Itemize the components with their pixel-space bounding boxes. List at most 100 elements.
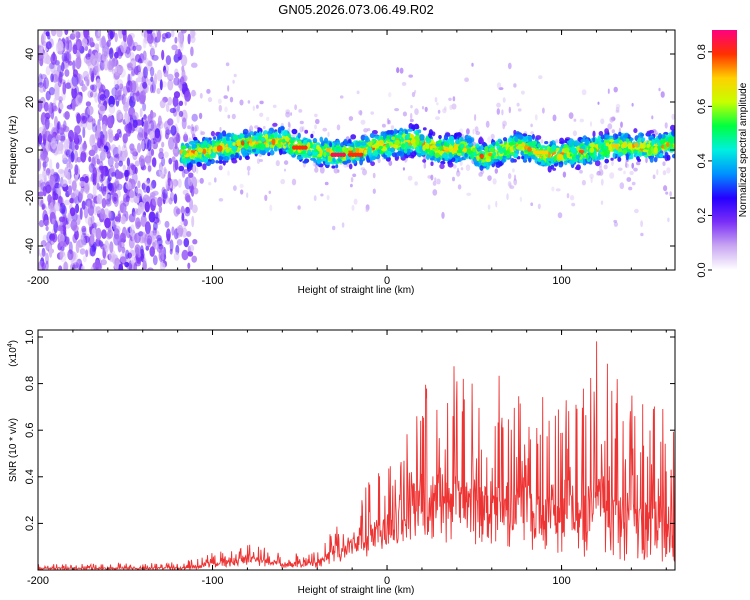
spectral-blob	[256, 104, 259, 109]
spectral-blob	[613, 221, 619, 227]
spectral-blob	[247, 170, 250, 176]
noise-blob	[113, 224, 117, 230]
noise-blob	[119, 261, 123, 270]
noise-blob	[53, 186, 58, 196]
spectral-blob	[315, 118, 320, 125]
noise-blob	[118, 160, 123, 167]
spectral-blob	[285, 109, 291, 115]
noise-blob	[131, 70, 137, 76]
spectral-blob	[326, 194, 330, 201]
noise-blob	[157, 115, 162, 126]
noise-blob	[94, 52, 99, 61]
noise-blob	[137, 180, 141, 189]
spectral-blob	[590, 121, 592, 127]
band-blob	[319, 136, 324, 143]
noise-blob	[45, 41, 52, 50]
spectral-blob	[366, 128, 371, 132]
noise-blob	[81, 265, 85, 270]
band-blob	[619, 136, 624, 140]
spectral-blob	[671, 113, 675, 120]
noise-blob	[101, 148, 107, 157]
noise-blob	[134, 160, 140, 167]
noise-blob	[147, 34, 154, 44]
noise-blob	[139, 107, 143, 118]
band-blob	[389, 141, 394, 147]
band-blob	[448, 135, 455, 142]
spectral-blob	[501, 109, 504, 116]
noise-blob	[108, 132, 114, 143]
noise-blob	[75, 94, 83, 106]
band-blob	[178, 165, 185, 172]
spectral-blob	[269, 204, 273, 212]
noise-blob	[89, 134, 96, 148]
spectral-blob	[466, 128, 470, 135]
band-blob	[597, 142, 602, 150]
band-blob	[600, 144, 605, 151]
band-blob	[544, 141, 549, 145]
spectral-blob	[568, 112, 574, 119]
spectral-blob	[552, 114, 557, 122]
noise-blob	[90, 157, 96, 169]
band-blob	[180, 145, 187, 150]
snr-series-line	[38, 341, 675, 570]
noise-blob	[132, 45, 137, 52]
band-blob	[617, 157, 622, 162]
noise-blob	[145, 153, 152, 166]
band-blob	[310, 157, 316, 161]
spectral-blob	[252, 105, 255, 111]
noise-blob	[96, 158, 101, 165]
y-tick-label: 0.8	[24, 376, 36, 391]
noise-blob	[117, 94, 124, 101]
noise-blob	[151, 179, 157, 189]
noise-blob	[68, 241, 73, 255]
spectral-blob	[609, 116, 614, 123]
noise-blob	[90, 266, 94, 270]
spectral-blob	[225, 62, 230, 67]
noise-blob	[41, 204, 45, 210]
noise-blob	[142, 50, 147, 61]
noise-blob	[79, 207, 83, 220]
noise-blob	[161, 81, 167, 88]
spectral-blob	[600, 118, 605, 125]
noise-blob	[133, 197, 140, 204]
spectral-blob	[551, 186, 555, 192]
spectral-blob	[381, 123, 386, 128]
spectral-blob	[611, 160, 614, 167]
noise-blob	[92, 58, 100, 67]
spectral-blob	[350, 183, 353, 188]
band-blob	[647, 149, 652, 155]
spectral-blob	[615, 109, 620, 113]
band-blob	[271, 138, 276, 146]
noise-blob	[162, 189, 168, 199]
spectral-blob	[298, 109, 303, 113]
noise-blob	[67, 185, 73, 196]
spectral-blob	[662, 170, 667, 176]
spectral-blob	[407, 175, 413, 181]
noise-blob	[95, 124, 102, 133]
spectral-blob	[623, 170, 626, 175]
noise-blob	[63, 139, 69, 152]
noise-blob	[177, 32, 183, 44]
noise-blob	[92, 65, 99, 76]
noise-blob	[134, 166, 138, 175]
spectral-blob	[609, 172, 615, 179]
noise-blob	[49, 211, 56, 225]
noise-blob	[41, 32, 46, 43]
noise-blob	[161, 186, 166, 195]
spectral-blob	[448, 97, 452, 102]
noise-blob	[99, 241, 104, 247]
noise-blob	[59, 250, 64, 261]
noise-blob	[168, 197, 173, 205]
noise-blob	[167, 79, 174, 91]
noise-blob	[129, 190, 135, 199]
noise-blob	[190, 35, 196, 43]
noise-blob	[94, 43, 100, 50]
noise-blob	[141, 140, 145, 151]
noise-blob	[167, 96, 173, 106]
spectral-blob	[665, 191, 669, 195]
band-blob	[566, 140, 573, 144]
band-blob	[438, 135, 442, 139]
noise-blob	[140, 214, 147, 227]
noise-blob	[48, 103, 52, 116]
band-blob	[331, 165, 336, 169]
